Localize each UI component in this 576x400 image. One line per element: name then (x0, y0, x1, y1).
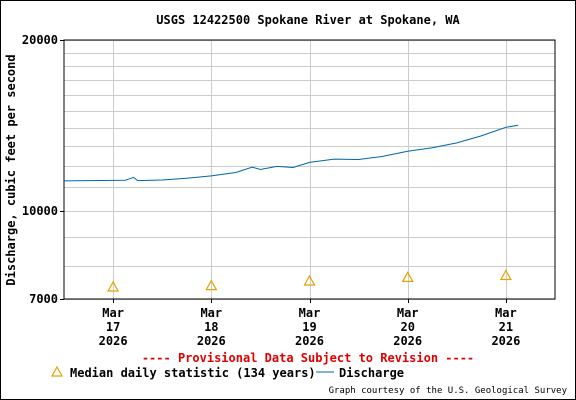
median-marker (499, 269, 512, 281)
x-tick-label: 2026 (393, 334, 422, 348)
x-tick-label: 2026 (491, 334, 520, 348)
y-tick-label: 7000 (29, 292, 58, 306)
x-tick-label: Mar (299, 306, 321, 320)
plot-area-border (63, 39, 556, 300)
x-axis-ticks: Mar172026Mar182026Mar192026Mar202026Mar2… (99, 299, 520, 348)
legend: Median daily statistic (134 years) Disch… (50, 365, 404, 380)
legend-median-triangle-icon (50, 365, 64, 377)
x-tick-label: 18 (204, 320, 218, 334)
y-tick-label: 10000 (22, 204, 58, 218)
x-tick-label: Mar (495, 306, 517, 320)
x-tick-label: 20 (400, 320, 414, 334)
y-tick-label: 20000 (22, 33, 58, 47)
median-marker (303, 274, 316, 286)
x-tick-label: 21 (499, 320, 513, 334)
x-tick-label: 19 (302, 320, 316, 334)
series (63, 124, 519, 292)
x-tick-label: 2026 (197, 334, 226, 348)
median-marker (401, 271, 414, 282)
provisional-note: ---- Provisional Data Subject to Revisio… (142, 351, 474, 365)
median-marker (205, 279, 218, 291)
x-tick-label: Mar (200, 306, 222, 320)
discharge-line (63, 124, 519, 182)
x-tick-label: 2026 (99, 334, 128, 348)
x-tick-label: Mar (397, 306, 419, 320)
x-tick-label: 2026 (295, 334, 324, 348)
chart-title: USGS 12422500 Spokane River at Spokane, … (156, 13, 460, 27)
x-tick-label: Mar (102, 306, 124, 320)
credit-note: Graph courtesy of the U.S. Geological Su… (329, 386, 568, 396)
x-tick-label: 17 (106, 320, 120, 334)
y-axis-ticks: 20000 10000 7000 (22, 33, 64, 306)
legend-discharge-label: Discharge (339, 366, 404, 380)
median-marker (107, 280, 120, 292)
y-axis-label: Discharge, cubic feet per second (4, 54, 18, 285)
legend-median-label: Median daily statistic (134 years) (70, 366, 316, 380)
